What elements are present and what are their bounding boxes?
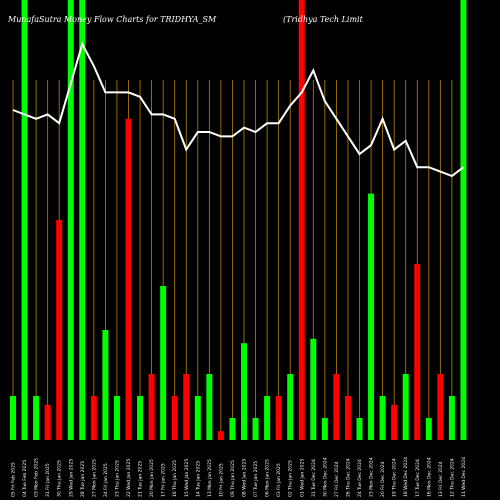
money-flow-bar <box>229 418 236 440</box>
x-tick-label: 12 Thu Dec 2024 <box>449 458 455 497</box>
x-tick-label: 24 Fri Jan 2025 <box>103 463 109 497</box>
x-tick-label: 15 Wed Jan 2025 <box>184 459 190 497</box>
x-tick-label: 03 Fri Jan 2025 <box>276 463 282 497</box>
money-flow-bar <box>448 396 455 440</box>
money-flow-bar <box>391 404 398 440</box>
chart-title: MunafaSutra Money Flow Charts for TRIDHY… <box>7 15 217 24</box>
x-tick-label: 16 Thu Jan 2025 <box>172 460 178 497</box>
money-flow-bar <box>298 0 305 440</box>
x-tick-label: 27 Mon Jan 2025 <box>91 459 97 497</box>
money-flow-bar <box>356 418 363 440</box>
x-tick-label: 30 Mon Dec 2024 <box>322 457 328 497</box>
x-tick-label: 28 Tue Jan 2025 <box>80 461 86 497</box>
x-tick-label: 09 Thu Jan 2025 <box>230 460 236 497</box>
x-tick-label: 21 Tue Jan 2025 <box>138 461 144 497</box>
money-flow-bar <box>90 396 97 440</box>
x-tick-label: 02 Thu Jan 2025 <box>288 460 294 497</box>
x-tick-label: 29 Wed Jan 2025 <box>68 459 74 497</box>
x-tick-label: 07 Tue Jan 2025 <box>253 461 259 497</box>
money-flow-bar <box>264 396 271 440</box>
money-flow-bar <box>148 374 155 440</box>
money-flow-bar <box>171 396 178 440</box>
money-flow-line-path <box>12 41 465 178</box>
money-flow-bar <box>137 396 144 440</box>
x-tick-label: 10 Fri Jan 2025 <box>218 463 224 497</box>
money-flow-bar <box>21 0 28 440</box>
money-flow-line <box>12 41 465 178</box>
x-tick-label: 20 Mon Jan 2025 <box>149 459 155 497</box>
company-name: (Tridhya Tech Limit <box>283 15 364 24</box>
x-tick-labels: 05 Fri Feb 2025 04 Tue Feb 2025 03 Mon Feb… <box>11 457 467 497</box>
x-tick-label: 23 Mon Dec 2024 <box>369 457 375 497</box>
money-flow-bar <box>287 374 294 440</box>
bars <box>10 0 467 441</box>
money-flow-bar <box>10 396 16 440</box>
money-flow-bar <box>252 418 259 440</box>
x-tick-label: 22 Wed Jan 2025 <box>126 459 132 497</box>
x-tick-label: 23 Thu Jan 2025 <box>114 460 120 497</box>
money-flow-bar <box>67 0 74 440</box>
x-tick-label: 31 Tue Dec 2024 <box>311 459 317 497</box>
x-tick-label: 01 Wed Jan 2025 <box>299 459 305 497</box>
x-tick-label: 26 Thu Dec 2024 <box>345 458 351 497</box>
money-flow-bar <box>44 404 51 440</box>
x-tick-label: 31 Fri Jan 2025 <box>45 463 51 497</box>
x-tick-label: 18 Wed Dec 2024 <box>403 457 409 497</box>
money-flow-bar <box>425 418 432 440</box>
x-tick-label: 04 Tue Feb 2025 <box>22 460 28 497</box>
money-flow-bar <box>206 374 213 440</box>
x-tick-label: 05 Fri Feb 2025 <box>11 462 17 497</box>
x-tick-label: 16 Mon Dec 2024 <box>426 457 432 497</box>
money-flow-bar <box>102 330 109 440</box>
money-flow-bar <box>460 0 467 440</box>
money-flow-bar <box>217 431 224 440</box>
x-tick-label: 20 Fri Dec 2024 <box>380 461 386 497</box>
x-tick-label: 08 Wed Jan 2025 <box>242 459 248 497</box>
x-tick-label: 03 Mon Feb 2025 <box>34 458 40 497</box>
x-tick-label: 11 Wed Dec 2024 <box>461 457 467 497</box>
money-flow-bar <box>183 374 190 440</box>
x-tick-label: 13 Fri Dec 2024 <box>438 461 444 497</box>
money-flow-bar <box>368 193 375 440</box>
money-flow-bar <box>194 396 201 440</box>
money-flow-bar <box>241 343 247 440</box>
money-flow-bar <box>344 396 351 440</box>
money-flow-bar <box>402 374 409 440</box>
money-flow-bar <box>414 264 421 440</box>
x-tick-label: 27 Fri Dec 2024 <box>334 461 340 497</box>
money-flow-bar <box>125 118 132 441</box>
money-flow-bar <box>56 220 63 440</box>
money-flow-bar <box>33 396 40 440</box>
x-tick-label: 17 Tue Dec 2024 <box>415 459 421 497</box>
x-tick-label: 14 Tue Jan 2025 <box>195 461 201 497</box>
x-tick-label: 13 Mon Jan 2025 <box>207 459 213 497</box>
money-flow-bar <box>333 374 340 440</box>
money-flow-bar <box>275 396 282 440</box>
x-tick-label: 17 Fri Jan 2025 <box>161 463 167 497</box>
money-flow-bar <box>379 396 386 440</box>
money-flow-bar <box>437 374 444 440</box>
money-flow-bar <box>310 338 317 440</box>
money-flow-bar <box>79 0 86 440</box>
x-tick-label: 06 Mon Jan 2025 <box>265 459 271 497</box>
x-tick-label: 19 Thu Dec 2024 <box>392 458 398 497</box>
money-flow-bar <box>321 418 328 440</box>
x-tick-label: 24 Tue Dec 2024 <box>357 459 363 497</box>
x-tick-label: 30 Thu Jan 2025 <box>57 460 63 497</box>
money-flow-bar <box>160 286 167 440</box>
money-flow-bar <box>113 396 120 440</box>
